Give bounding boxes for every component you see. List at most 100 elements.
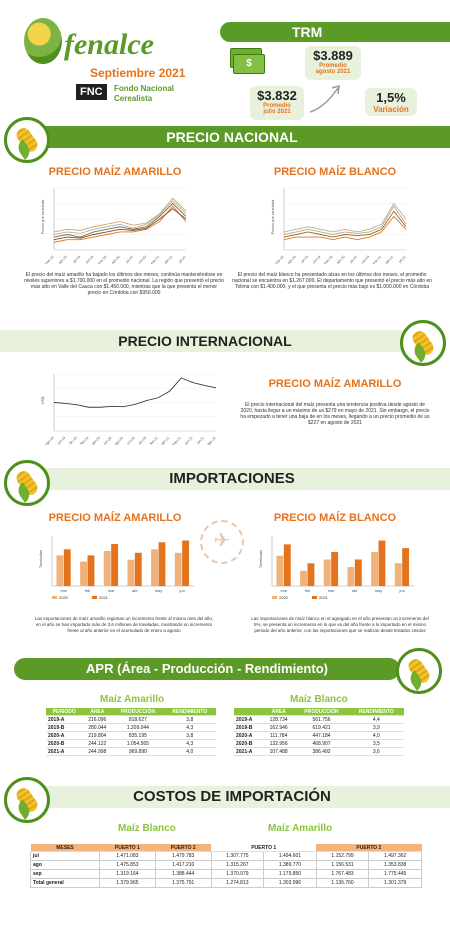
x-tick-label: ene-20	[323, 255, 334, 264]
costos-cell: 1.471.083	[98, 851, 156, 861]
y-axis-label: Toneladas	[258, 550, 263, 568]
x-tick-label: abr-19	[58, 255, 68, 264]
trm-august-card: $3.889 Promedio agosto 2021	[305, 46, 361, 80]
costos-row: Total general 1.379.965 1.375.791 1.274.813…	[30, 878, 422, 888]
costos-cell: 1.388.444	[154, 869, 212, 879]
apr-header-cell: RENDIMIENTO	[163, 708, 216, 716]
trm-banner	[220, 22, 450, 42]
costos-cell: sep	[30, 869, 100, 879]
x-tick-label: feb-21	[149, 436, 159, 445]
apr-amarillo-header-row: PERIODO ÁREA PRODUCCIÓN RENDIMIENTO	[46, 708, 216, 716]
bar	[323, 559, 331, 586]
nacional-amarillo-chart: ene-19 abr-19 jul-19 oct-19 ene-20 abr-20 jul-…	[40, 187, 187, 264]
bar	[394, 563, 402, 586]
trm-july-label-1: Promedio	[263, 103, 291, 109]
importaciones-blanco-chart: ene feb mar abr may jun 2020 2021 Toneladas	[258, 536, 414, 600]
fenalce-logo: fenalce Septiembre 2021 FNC Fondo Nacion…	[20, 14, 190, 104]
corn-badge-4	[396, 648, 442, 694]
nacional-amarillo-text: El precio del maíz amarillo ha bajado lo…	[24, 272, 224, 296]
wheat-icon	[24, 18, 62, 64]
bar	[402, 548, 410, 586]
precio-nacional-banner: PRECIO NACIONAL	[14, 126, 450, 148]
precio-internacional-title: PRECIO INTERNACIONAL	[118, 333, 292, 349]
costos-cell: 1.307.775	[210, 851, 265, 861]
costos-cell: 1.497.362	[368, 851, 422, 861]
fnc-name-2: Cerealista	[114, 94, 153, 103]
trm-august-label-2: agosto 2021	[315, 69, 351, 75]
money-stack-icon: $	[230, 48, 265, 74]
apr-blanco-row: 2020-B 132.956 468.907 3,5	[234, 739, 404, 748]
x-tick-label: may	[155, 588, 163, 593]
x-tick-label: abr	[132, 588, 138, 593]
x-tick-label: ago-21	[206, 436, 217, 445]
costos-row: sep 1.319.164 1.388.444 1.370.979 1.179.850 1…	[30, 869, 422, 879]
precio-internacional-banner: PRECIO INTERNACIONAL	[0, 330, 410, 352]
bar	[354, 559, 362, 586]
apr-header-cell: ÁREA	[82, 708, 113, 716]
trend-up-arrow-icon	[309, 84, 340, 113]
apr-blanco-table: ÁREA PRODUCCIÓN RENDIMIENTO 2019-A 128.73…	[234, 708, 404, 756]
trm-july-card: $3.832 Promedio julio 2021	[250, 86, 304, 120]
apr-blanco-cell: 4,0	[348, 731, 404, 740]
apr-blanco-cell: 132.956	[263, 739, 295, 748]
x-tick-label: jun-21	[183, 436, 193, 445]
costos-blanco-title: Maíz Blanco	[118, 823, 176, 834]
costos-cell: 1.301.379	[368, 878, 422, 888]
nacional-amarillo-title: PRECIO MAÍZ AMARILLO	[48, 166, 182, 178]
apr-blanco-cell: 2019-A	[234, 715, 263, 724]
apr-blanco-title: Maíz Blanco	[290, 694, 348, 705]
apr-amarillo-row: 2020-A 219.804 835.195 3,8	[46, 731, 216, 740]
legend-swatch	[52, 596, 57, 599]
importaciones-amarillo-title: PRECIO MAÍZ AMARILLO	[48, 512, 182, 524]
costos-cell: 1.389.770	[263, 860, 317, 870]
costos-cell: 1.479.783	[154, 851, 212, 861]
trm-july-label-2: julio 2021	[263, 109, 291, 115]
series-line	[283, 205, 407, 235]
apr-blanco-cell: 386.492	[294, 747, 349, 756]
apr-amarillo-cell: 969.890	[112, 747, 164, 756]
bar	[87, 555, 95, 586]
apr-blanco-row: 2020-A 111.784 447.184 4,0	[234, 731, 404, 740]
costos-header-cell: MESES	[30, 844, 100, 852]
x-tick-label: oct-19	[57, 436, 67, 445]
corn-icon	[13, 125, 41, 155]
costos-cell: Total general	[30, 878, 100, 888]
apr-amarillo-cell: 244.122	[82, 739, 113, 748]
apr-header-cell: RENDIMIENTO	[348, 708, 404, 716]
x-tick-label: abr-21	[385, 255, 395, 264]
bar	[111, 544, 119, 586]
bar	[80, 561, 87, 586]
series-line	[53, 202, 187, 238]
x-tick-label: jun	[398, 588, 404, 593]
importaciones-amarillo-chart: ene feb mar abr may jun 2020 2021 Toneladas	[38, 536, 194, 600]
apr-blanco-cell: 619.421	[294, 723, 349, 732]
importaciones-blanco-text: Las importaciones de maíz blanco en el a…	[251, 616, 429, 633]
bar	[103, 551, 111, 586]
x-tick-label: jun-20	[102, 436, 112, 445]
apr-blanco-cell: 2019-B	[234, 723, 263, 732]
apr-blanco-row: 2019-B 162.946 619.421 3,9	[234, 723, 404, 732]
corn-icon	[13, 785, 41, 815]
x-tick-label: ene-19	[274, 255, 285, 264]
apr-blanco-cell: 2020-A	[234, 731, 263, 740]
x-tick-label: ene-19	[44, 255, 55, 264]
apr-blanco-cell: 107.488	[263, 747, 295, 756]
x-tick-label: jul-19	[72, 255, 82, 264]
x-tick-label: may-21	[171, 436, 182, 445]
apr-amarillo-cell: 2020-A	[46, 731, 83, 740]
bar	[283, 544, 291, 586]
x-tick-label: oct-19	[85, 255, 95, 264]
trm-variation-card: 1,5% Variación	[365, 88, 417, 116]
apr-amarillo-cell: 1.054.565	[112, 739, 164, 748]
x-tick-label: ago-19	[44, 436, 55, 445]
costos-row: jul 1.471.083 1.479.783 1.307.775 1.494.601 1…	[30, 851, 422, 861]
costos-header-cell: PUERTO 1	[99, 844, 156, 852]
precio-nacional-title: PRECIO NACIONAL	[166, 129, 298, 145]
costos-cell: 1.494.601	[263, 851, 317, 861]
x-tick-label: jul-19	[300, 255, 310, 264]
apr-header-cell: PRODUCCIÓN	[112, 708, 164, 716]
apr-amarillo-row: 2021-A 244.998 969.890 4,0	[46, 747, 216, 756]
costos-cell: ago	[30, 860, 100, 870]
series-line	[53, 377, 217, 408]
apr-title: APR (Área - Producción - Rendimiento)	[86, 661, 328, 676]
